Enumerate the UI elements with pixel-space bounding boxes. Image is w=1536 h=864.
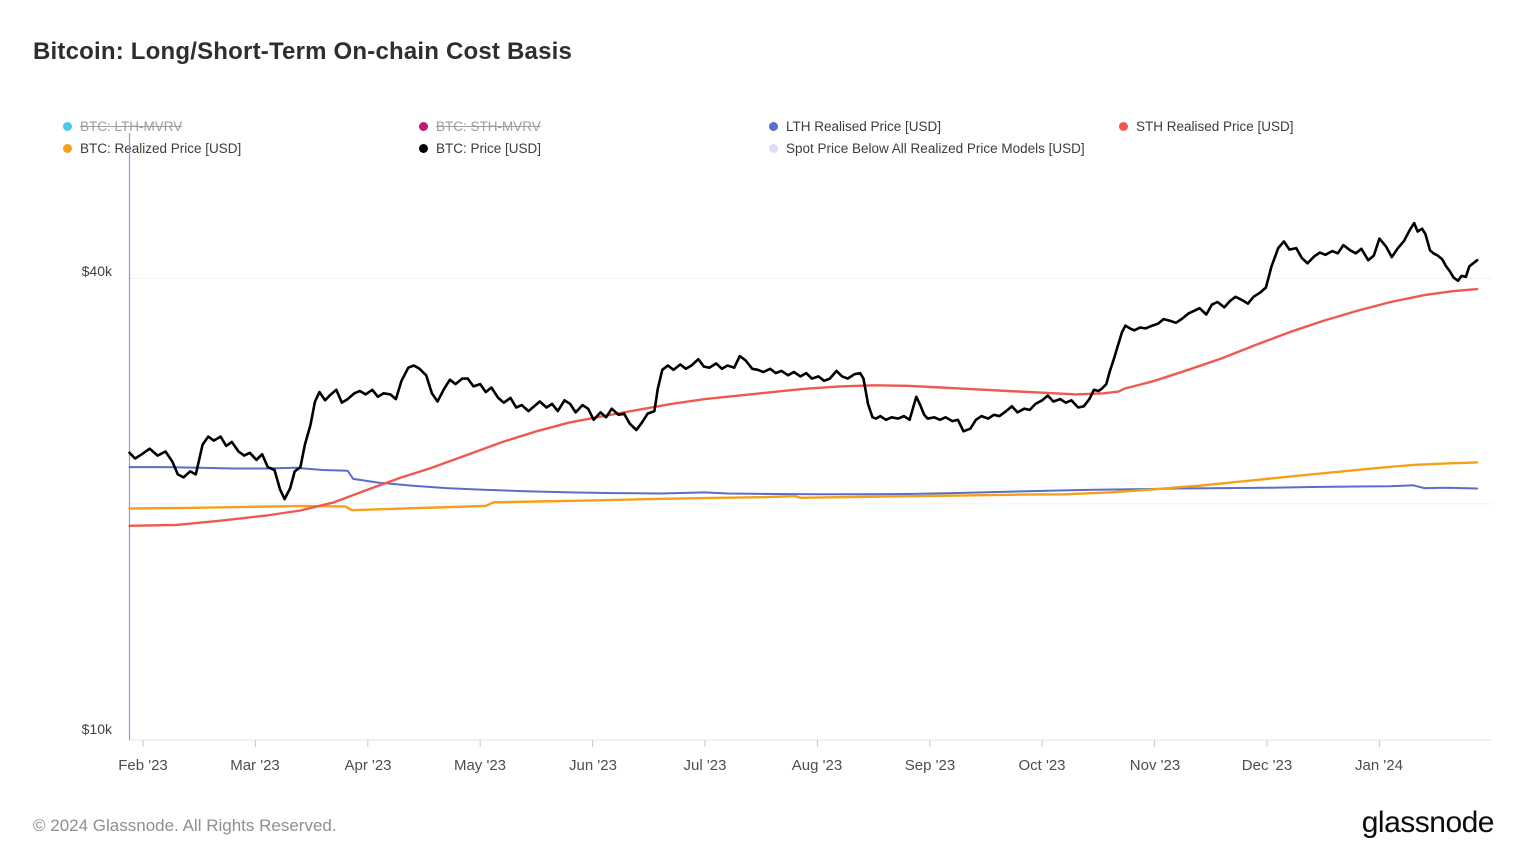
legend-item-spot-below-models[interactable]: Spot Price Below All Realized Price Mode… (769, 141, 1119, 156)
legend-label: BTC: LTH-MVRV (80, 119, 183, 134)
legend-item-lth-mvrv[interactable]: BTC: LTH-MVRV (63, 119, 419, 134)
y-axis-label-10k: $10k (81, 721, 112, 737)
btc-price-dot-icon (419, 144, 428, 153)
chart-legend: BTC: LTH-MVRV BTC: STH-MVRV LTH Realised… (63, 119, 1513, 156)
x-axis-label-oct23: Oct '23 (1018, 757, 1066, 774)
legend-label: BTC: Realized Price [USD] (80, 141, 242, 156)
realized-price-dot-icon (63, 144, 72, 153)
x-axis-label-may23: May '23 (453, 757, 507, 774)
legend-item-realized-price[interactable]: BTC: Realized Price [USD] (63, 141, 419, 156)
page-title: Bitcoin: Long/Short-Term On-chain Cost B… (33, 38, 573, 65)
legend-item-sth-mvrv[interactable]: BTC: STH-MVRV (419, 119, 769, 134)
spot-below-models-dot-icon (769, 144, 778, 153)
lth-mvrv-dot-icon (63, 122, 72, 131)
sth-mvrv-dot-icon (419, 122, 428, 131)
legend-label: BTC: STH-MVRV (436, 119, 541, 134)
legend-label: LTH Realised Price [USD] (786, 119, 942, 134)
y-axis-label-40k: $40k (81, 263, 112, 279)
legend-label: BTC: Price [USD] (436, 141, 542, 156)
x-axis-label-dec23: Dec '23 (1241, 757, 1293, 774)
x-axis-label-jun23: Jun '23 (569, 757, 617, 774)
legend-item-btc-price[interactable]: BTC: Price [USD] (419, 141, 769, 156)
legend-item-lth-realised-price[interactable]: LTH Realised Price [USD] (769, 119, 1119, 134)
x-axis-label-feb23: Feb '23 (118, 757, 168, 774)
x-axis-label-jul23: Jul '23 (683, 757, 727, 774)
x-axis-label-sep23: Sep '23 (904, 757, 956, 774)
x-axis-label-nov23: Nov '23 (1129, 757, 1181, 774)
x-axis-label-jan24: Jan '24 (1355, 757, 1403, 774)
legend-label: STH Realised Price [USD] (1136, 119, 1294, 134)
footer-copyright: © 2024 Glassnode. All Rights Reserved. (33, 816, 337, 835)
glassnode-logo: glassnode (1361, 806, 1495, 839)
x-axis-label-apr23: Apr '23 (344, 757, 392, 774)
lth-realised-dot-icon (769, 122, 778, 131)
sth-realised-dot-icon (1119, 122, 1128, 131)
x-axis-label-aug23: Aug '23 (791, 757, 843, 774)
x-axis-label-mar23: Mar '23 (230, 757, 280, 774)
legend-item-sth-realised-price[interactable]: STH Realised Price [USD] (1119, 119, 1513, 134)
legend-label: Spot Price Below All Realized Price Mode… (786, 141, 1085, 156)
